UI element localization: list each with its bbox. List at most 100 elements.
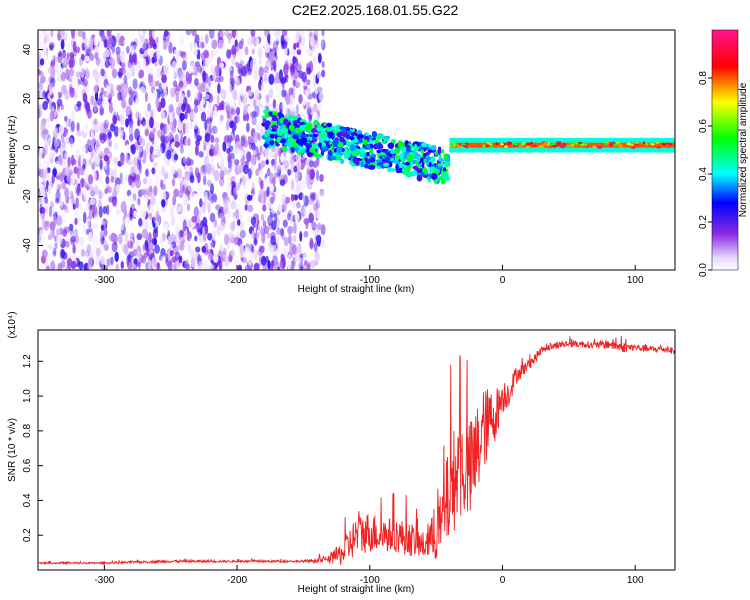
heatmap-cell [311,222,317,229]
spectrogram-xlabel: Height of straight line (km) [298,284,415,295]
heatmap-cell [156,262,160,270]
heatmap-cell [112,114,118,125]
heatmap-cell [316,71,322,80]
heatmap-cell [261,255,267,266]
heatmap-cell [186,89,191,98]
heatmap-cell [106,128,112,141]
heatmap-cell [190,256,196,268]
heatmap-cell [264,42,271,54]
heatmap-cell [265,158,270,165]
heatmap-cell [526,146,530,149]
heatmap-cell [225,220,229,231]
heatmap-cell [155,168,162,179]
heatmap-cell [222,141,227,153]
heatmap-cell [49,110,55,122]
heatmap-cell [381,140,386,144]
heatmap-cell [107,138,112,148]
heatmap-cell [293,222,297,235]
heatmap-cell [86,218,91,228]
heatmap-cell [299,119,307,123]
heatmap-cell [288,113,293,120]
heatmap-cell [197,228,203,236]
heatmap-cell [79,219,85,227]
heatmap-cell [64,153,68,160]
heatmap-cell [62,51,67,60]
heatmap-cell [82,186,87,196]
heatmap-cell [406,155,413,162]
heatmap-cell [130,65,135,74]
heatmap-cell [123,243,129,255]
heatmap-cell [161,206,166,213]
heatmap-cell [155,36,159,44]
heatmap-cell [85,157,91,170]
heatmap-cell [213,169,220,182]
heatmap-cell [440,149,445,154]
heatmap-cell [609,142,614,145]
heatmap-cell [347,130,352,136]
heatmap-cell [109,57,116,70]
heatmap-cell [266,167,271,177]
heatmap-cell [50,51,54,61]
heatmap-cell [399,146,407,152]
heatmap-cell [206,163,212,175]
heatmap-cell [104,91,111,101]
heatmap-cell [129,133,134,142]
heatmap-cell [230,108,236,116]
spectrogram-ytick-label: 40 [22,44,33,56]
heatmap-cell [295,104,299,116]
heatmap-cell [231,121,237,132]
heatmap-cell [283,211,289,220]
heatmap-cell [140,86,146,94]
heatmap-cell [512,142,517,145]
heatmap-cell [117,126,122,138]
heatmap-cell [668,143,673,146]
heatmap-cell [43,169,49,179]
heatmap-cell [393,159,400,164]
heatmap-cell [51,173,55,184]
heatmap-cell [255,168,260,177]
heatmap-cell [138,69,145,79]
heatmap-cell [185,36,190,45]
heatmap-cell [126,30,131,36]
heatmap-cell [545,145,551,148]
heatmap-cell [113,142,119,151]
heatmap-cell [60,260,66,268]
heatmap-cell [48,206,53,218]
heatmap-cell [178,134,181,144]
heatmap-cell [78,236,85,246]
heatmap-cell [306,101,311,112]
heatmap-cell [559,145,566,149]
heatmap-cell [321,61,325,68]
heatmap-cell [201,97,206,106]
heatmap-cell [402,152,407,159]
heatmap-cell [53,79,59,89]
heatmap-cell [306,176,310,187]
heatmap-cell [100,224,105,232]
heatmap-cell [200,253,207,263]
heatmap-cell [115,263,120,270]
heatmap-cell [80,53,85,61]
heatmap-cell [114,235,119,243]
heatmap-cell [141,118,146,127]
heatmap-cell [244,204,248,211]
heatmap-cell [226,120,230,131]
colorbar-gradient [711,29,739,271]
heatmap-cell [276,165,282,176]
heatmap-cell [89,35,94,47]
heatmap-cell [209,212,216,223]
heatmap-cell [254,250,258,261]
spectrogram-xtick-label: 100 [627,275,644,286]
heatmap-cell [357,129,362,135]
heatmap-cell [378,143,384,150]
heatmap-cell [294,212,300,223]
heatmap-cell [144,91,148,103]
heatmap-cell [159,110,166,121]
heatmap-cell [38,32,42,41]
heatmap-cell [329,145,334,149]
heatmap-cell [212,253,219,263]
heatmap-cell [178,35,184,47]
heatmap-cell [182,122,186,135]
heatmap-cell [165,253,169,264]
heatmap-cell [145,142,152,154]
heatmap-cell [262,260,268,270]
